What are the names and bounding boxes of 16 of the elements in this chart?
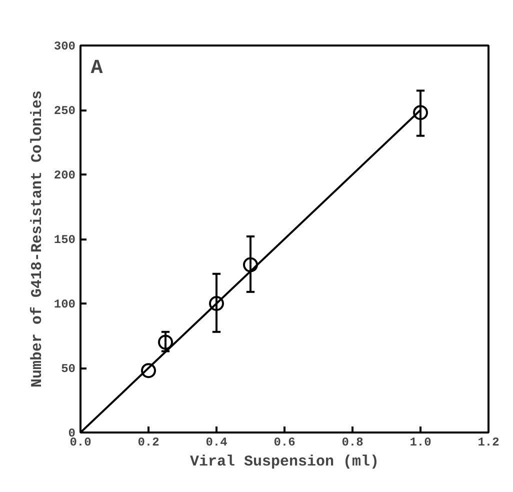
y-tick-label: 150 [54,233,76,247]
x-tick-label: 0.6 [274,436,296,450]
x-axis-title: Viral Suspension (ml) [190,454,380,470]
x-tick-label: 1.0 [410,436,432,450]
x-tick-label: 0.2 [138,436,160,450]
y-tick-label: 300 [54,40,76,54]
y-tick-label: 50 [61,362,76,376]
annotation: A [90,57,103,80]
x-tick-label: 0.0 [70,436,92,450]
x-tick-label: 1.2 [478,436,500,450]
y-axis-title: Number of G418-Resistant Colonies [28,90,46,388]
y-tick-label: 100 [54,298,76,312]
y-tick-label: 200 [54,168,76,182]
x-tick-label: 0.4 [206,436,228,450]
y-tick-label: 250 [54,104,76,118]
x-tick-label: 0.8 [342,436,364,450]
